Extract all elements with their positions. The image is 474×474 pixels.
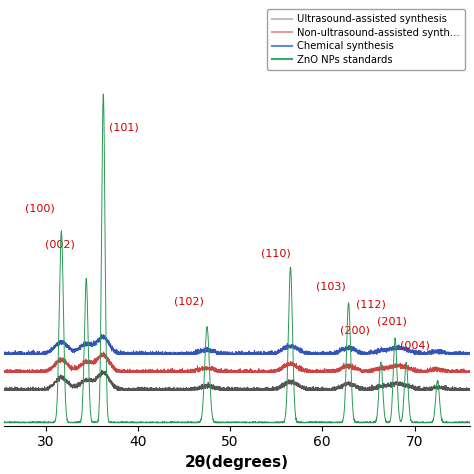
Text: (103): (103) <box>316 281 346 291</box>
Text: (101): (101) <box>109 123 139 133</box>
Text: (102): (102) <box>173 296 203 306</box>
Text: (004): (004) <box>400 341 429 351</box>
Text: (110): (110) <box>261 248 291 258</box>
Legend: Ultrasound-assisted synthesis, Non-ultrasound-assisted synth..., Chemical synthe: Ultrasound-assisted synthesis, Non-ultra… <box>267 9 465 70</box>
Text: (200): (200) <box>340 326 370 336</box>
Text: (112): (112) <box>356 299 386 309</box>
Text: (100): (100) <box>25 203 55 213</box>
Text: (201): (201) <box>376 317 406 327</box>
Text: (002): (002) <box>45 239 74 249</box>
X-axis label: 2θ(degrees): 2θ(degrees) <box>185 455 289 470</box>
